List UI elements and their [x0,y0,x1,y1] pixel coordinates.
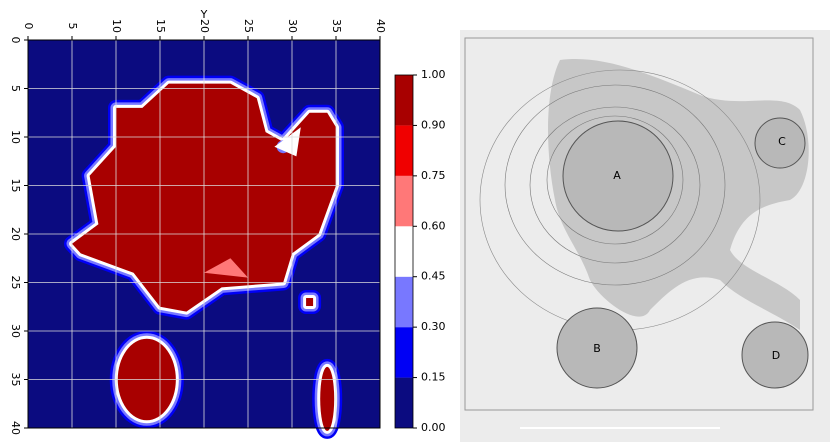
colorbar-band [395,125,413,175]
colorbar-band [395,75,413,125]
y-tick-label: 20 [9,227,22,241]
x-tick-label: 0 [22,23,35,30]
x-tick-label: 20 [198,19,211,33]
x-tick-label: 30 [286,19,299,33]
x-tick-label: 15 [154,19,167,33]
x-tick-label: 5 [66,23,79,30]
y-tick-label: 40 [9,421,22,435]
colorbar-label: 0.45 [421,270,446,283]
colorbar-label: 0.90 [421,118,446,131]
y-tick-label: 30 [9,324,22,338]
label-a: A [613,169,621,182]
x-tick-label: 40 [374,19,387,33]
label-d: D [772,349,780,362]
plot [28,40,380,431]
colorbar-label: 0.15 [421,371,446,384]
colorbar-band [395,176,413,226]
y-tick-label: 15 [9,179,22,193]
colorbar-band [395,277,413,327]
photo [460,30,830,442]
colorbar-label: 0.75 [421,169,446,182]
y-tick-label: 10 [9,130,22,144]
y-tick-label: 5 [9,85,22,92]
x-tick-label: 35 [330,19,343,33]
colorbar-band [395,327,413,377]
label-b: B [593,342,601,355]
region [306,298,313,306]
y-tick-label: 25 [9,276,22,290]
region [320,367,334,431]
colorbar-label: 0.60 [421,219,446,232]
x-tick-label: 25 [242,19,255,33]
colorbar-label: 0.30 [421,320,446,333]
label-c: C [778,135,786,148]
colorbar-label: 1.00 [421,68,446,81]
colorbar-label: 0.00 [421,421,446,434]
colorbar-band [395,226,413,276]
y-tick-label: 35 [9,373,22,387]
y-tick-label: 0 [9,37,22,44]
x-tick-label: 10 [110,19,123,33]
figure: A B C D Y 051015202530354005101520253035… [0,0,831,443]
colorbar-band [395,378,413,428]
